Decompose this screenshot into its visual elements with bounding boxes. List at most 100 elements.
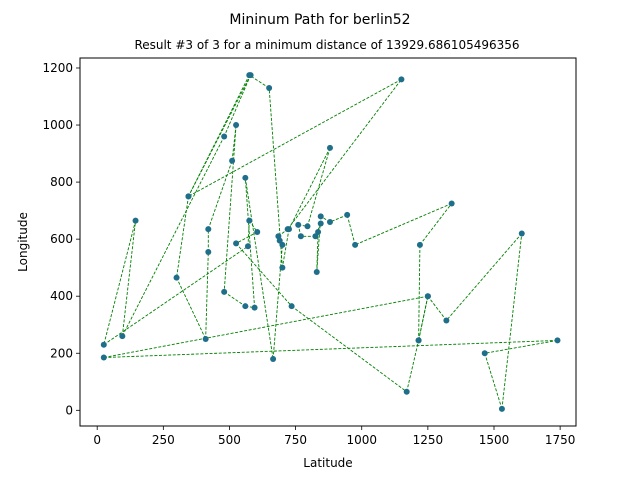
- y-axis-label: Longitude: [16, 212, 30, 272]
- plot-area: [100, 72, 561, 412]
- path-segment: [288, 147, 331, 230]
- y-tick-label: 0: [65, 403, 73, 417]
- city-point: [266, 84, 273, 91]
- city-point: [205, 248, 212, 255]
- path-segment: [418, 296, 429, 341]
- path-segment: [207, 160, 233, 230]
- city-point: [312, 233, 319, 240]
- path-segment: [244, 177, 274, 360]
- city-point: [270, 355, 277, 362]
- path-segment: [244, 177, 256, 308]
- y-tick-label: 400: [50, 289, 73, 303]
- path-segment: [121, 220, 136, 337]
- path-segment: [406, 340, 420, 392]
- path-segment: [223, 125, 237, 292]
- x-tick-label: 250: [152, 433, 175, 447]
- city-point: [317, 213, 324, 220]
- city-point: [398, 76, 405, 83]
- x-tick-label: 750: [284, 433, 307, 447]
- path-segment: [346, 214, 356, 245]
- city-point: [424, 293, 431, 300]
- y-tick-label: 200: [50, 346, 73, 360]
- city-point: [313, 268, 320, 275]
- city-point: [443, 317, 450, 324]
- x-axis: 0 250 500 750 1000 1250 1500 1750: [93, 426, 575, 447]
- path-segment: [188, 79, 402, 197]
- path-segment: [446, 233, 523, 321]
- path-segment: [272, 244, 283, 359]
- city-point: [251, 304, 258, 311]
- y-tick-label: 1200: [42, 61, 73, 75]
- city-point: [297, 233, 304, 240]
- city-point: [221, 133, 228, 140]
- city-point: [221, 288, 228, 295]
- path-segment: [103, 339, 558, 358]
- y-tick-label: 1000: [42, 118, 73, 132]
- city-point: [242, 303, 249, 310]
- x-tick-label: 1750: [545, 433, 576, 447]
- city-point: [229, 157, 236, 164]
- path-segment: [188, 74, 250, 197]
- city-point: [247, 72, 254, 79]
- path-segment: [281, 229, 290, 268]
- path-segment: [103, 220, 136, 345]
- city-point: [317, 220, 324, 227]
- city-point: [295, 221, 302, 228]
- x-tick-label: 1000: [346, 433, 377, 447]
- city-point: [275, 233, 282, 240]
- path-segment: [316, 232, 319, 272]
- city-point: [100, 341, 107, 348]
- path-segment: [501, 233, 523, 409]
- chart-title: Mininum Path for berlin52: [229, 12, 410, 28]
- path-segment: [205, 251, 209, 340]
- path-segment: [354, 203, 452, 246]
- city-point: [279, 264, 286, 271]
- city-point: [288, 303, 295, 310]
- city-point: [352, 241, 359, 248]
- y-tick-label: 600: [50, 232, 73, 246]
- path-segment: [418, 244, 421, 341]
- path-segment: [484, 353, 503, 410]
- path-segment: [223, 291, 246, 307]
- path-segment: [121, 136, 225, 337]
- city-point: [416, 241, 423, 248]
- path-segment: [484, 339, 558, 354]
- y-tick-label: 800: [50, 175, 73, 189]
- plot-frame: [79, 57, 577, 427]
- path-segment: [419, 203, 453, 246]
- path-segment: [291, 305, 407, 393]
- path-segment: [235, 231, 258, 244]
- path-segment: [176, 277, 207, 340]
- city-point: [448, 200, 455, 207]
- city-point: [498, 405, 505, 412]
- city-point: [233, 122, 240, 129]
- x-tick-label: 1500: [479, 433, 510, 447]
- path-segment: [103, 245, 249, 346]
- city-point: [304, 223, 311, 230]
- city-point: [233, 240, 240, 247]
- x-axis-label: Latitude: [303, 456, 352, 470]
- city-point: [202, 335, 209, 342]
- city-point: [315, 229, 322, 236]
- city-point: [242, 174, 249, 181]
- x-tick-label: 0: [93, 433, 101, 447]
- x-tick-label: 500: [218, 433, 241, 447]
- path-segment: [287, 79, 402, 230]
- chart-subtitle: Result #3 of 3 for a minimum distance of…: [134, 38, 519, 52]
- city-point: [518, 230, 525, 237]
- city-point: [554, 337, 561, 344]
- city-point: [279, 241, 286, 248]
- path-segment: [329, 214, 348, 223]
- city-point: [481, 350, 488, 357]
- city-point: [185, 193, 192, 200]
- city-point: [173, 274, 180, 281]
- city-point: [326, 144, 333, 151]
- city-point: [205, 226, 212, 233]
- city-point: [132, 217, 139, 224]
- city-point: [254, 229, 261, 236]
- path-segment: [427, 295, 447, 321]
- city-point: [100, 354, 107, 361]
- x-tick-label: 1250: [413, 433, 444, 447]
